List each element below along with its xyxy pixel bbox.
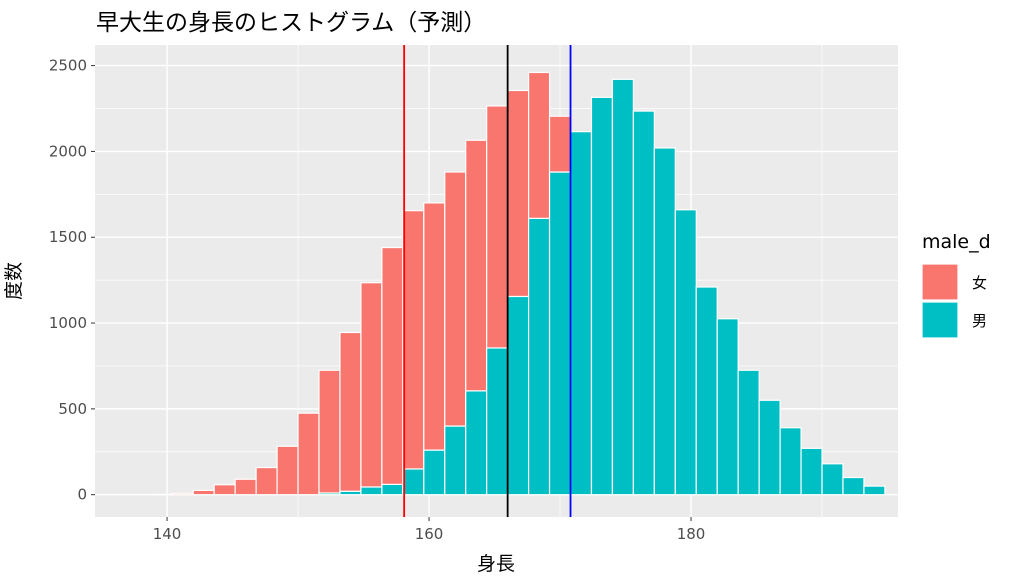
bar-male (800, 447, 823, 496)
bar-female (423, 202, 446, 451)
bar-male (842, 476, 865, 496)
bar-male (821, 463, 844, 496)
bar-female (171, 492, 194, 496)
y-tick-label: 2000 (49, 142, 87, 160)
bar-female (402, 210, 425, 470)
bar-male (569, 131, 593, 496)
bar-male (632, 110, 655, 496)
bar-female (465, 139, 488, 392)
bar-male (444, 425, 467, 496)
bar-male (611, 78, 634, 496)
bar-male (381, 483, 404, 496)
bar-male (423, 449, 446, 496)
bar-female (255, 466, 278, 496)
bar-female (360, 282, 383, 488)
x-tick-label: 140 (153, 525, 182, 543)
bar-female (276, 445, 299, 496)
bar-male (360, 486, 383, 496)
bar-female (507, 89, 530, 298)
bar-female (381, 246, 404, 485)
bar-male (863, 485, 886, 496)
legend-key (921, 263, 959, 301)
bar-male (402, 468, 425, 496)
legend-label: 女 (972, 274, 987, 292)
bar-male (590, 96, 614, 496)
y-axis-title: 度数 (3, 262, 25, 300)
y-tick-label: 500 (58, 400, 87, 418)
bar-female (234, 478, 257, 496)
bar-female (192, 489, 215, 496)
y-tick-label: 2500 (49, 57, 87, 75)
legend-title: male_d (922, 231, 991, 253)
bar-female (339, 331, 362, 492)
y-tick-label: 0 (77, 486, 87, 504)
x-tick-label: 180 (677, 525, 706, 543)
bar-female (318, 369, 341, 494)
bar-male (465, 390, 488, 496)
legend: male_d 女男 (921, 231, 991, 339)
vertical-lines (403, 45, 572, 517)
bar-male (758, 399, 781, 496)
bar-male (779, 427, 802, 496)
chart-title: 早大生の身長のヒストグラム（予測） (96, 10, 486, 36)
bar-male (548, 171, 572, 496)
legend-key (921, 301, 959, 339)
bar-male (695, 286, 718, 496)
bar-male (653, 147, 676, 496)
y-tick-label: 1000 (49, 314, 87, 332)
bar-female (486, 105, 509, 349)
x-tick-label: 160 (415, 525, 444, 543)
bar-male (486, 347, 509, 496)
bar-female (444, 171, 467, 427)
x-axis: 140 160 180 (153, 517, 706, 543)
y-axis: 0 500 1000 1500 2000 2500 (49, 57, 95, 504)
bar-female (548, 115, 572, 173)
legend-label: 男 (972, 312, 987, 330)
bar-male (674, 209, 697, 496)
bar-female (527, 71, 551, 219)
bar-male (716, 318, 739, 496)
y-tick-label: 1500 (49, 228, 87, 246)
x-axis-title: 身長 (477, 553, 515, 575)
bar-female (213, 484, 236, 496)
bar-male (527, 217, 551, 496)
bar-female (297, 412, 320, 496)
bars (150, 71, 886, 496)
bar-male (737, 369, 760, 496)
bar-male (507, 295, 530, 496)
